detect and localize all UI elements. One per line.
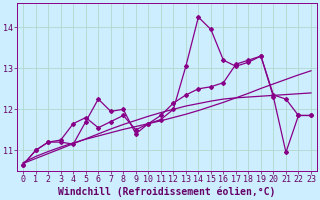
X-axis label: Windchill (Refroidissement éolien,°C): Windchill (Refroidissement éolien,°C)	[58, 187, 276, 197]
